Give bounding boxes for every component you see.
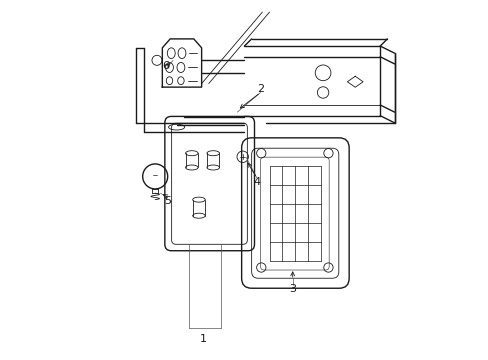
Text: 6: 6 (162, 61, 169, 71)
Text: 2: 2 (257, 84, 264, 94)
Text: 4: 4 (253, 177, 260, 187)
Text: 5: 5 (164, 197, 171, 206)
Text: 1: 1 (200, 334, 206, 344)
Text: 3: 3 (288, 284, 296, 294)
